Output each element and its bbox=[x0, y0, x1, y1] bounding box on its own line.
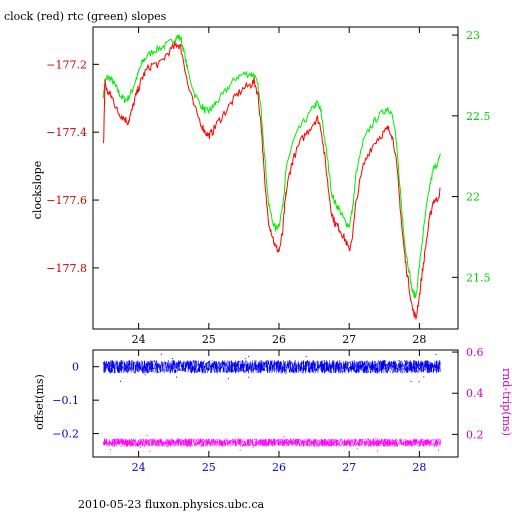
bottom-ytick-label: −0.2 bbox=[52, 428, 79, 441]
top-axes-group: 24 25 26 27 28 −177.2 −177.4 −177.6 −177.8 23 22.5… bbox=[46, 27, 491, 346]
rnd-trip-outlier-point bbox=[252, 446, 254, 448]
rnd-trip-outlier-point bbox=[155, 441, 156, 443]
top-plot-frame bbox=[92, 26, 459, 330]
rnd-trip-outlier-point bbox=[140, 446, 142, 448]
top-xtick-label: 27 bbox=[342, 333, 356, 346]
top-y2tick-label: 21.5 bbox=[466, 271, 491, 284]
offset-outlier-point bbox=[248, 355, 250, 357]
top-ytick-label: −177.4 bbox=[46, 126, 87, 139]
rnd-trip-band-path bbox=[103, 438, 441, 447]
rtc-series-line bbox=[103, 34, 441, 299]
rnd-trip-band bbox=[103, 434, 441, 452]
bottom-ylabel: offset(ms) bbox=[33, 374, 46, 430]
bottom-xtick-label: 24 bbox=[132, 461, 146, 474]
rnd-trip-outlier-point bbox=[438, 449, 439, 451]
offset-outlier-point bbox=[172, 358, 174, 359]
offset-outlier-point bbox=[228, 378, 229, 380]
top-ytick-label: −177.8 bbox=[46, 262, 87, 275]
rnd-trip-outlier-point bbox=[283, 445, 285, 446]
bottom-xtick-label: 28 bbox=[412, 461, 426, 474]
offset-outlier-point bbox=[418, 381, 420, 383]
offset-outlier-point bbox=[160, 353, 162, 355]
rnd-trip-outlier-point bbox=[280, 441, 282, 443]
top-xtick-label: 25 bbox=[202, 333, 216, 346]
bottom-y2tick-label: 0.2 bbox=[466, 428, 484, 441]
rnd-trip-outlier-point bbox=[146, 434, 148, 436]
offset-outlier-point bbox=[365, 366, 367, 368]
offset-outlier-point bbox=[290, 367, 291, 369]
rnd-trip-outlier-point bbox=[430, 440, 432, 442]
offset-outlier-point bbox=[144, 374, 146, 376]
offset-outlier-point bbox=[305, 368, 307, 370]
bottom-y2tick-label: 0.6 bbox=[466, 346, 484, 359]
offset-outlier-point bbox=[285, 373, 287, 375]
offset-outlier-point bbox=[435, 354, 437, 355]
clock-series-line bbox=[103, 40, 441, 320]
rnd-trip-outlier-point bbox=[271, 443, 273, 445]
offset-outlier-point bbox=[386, 364, 387, 366]
rnd-trip-outlier-point bbox=[205, 444, 207, 446]
offset-outlier-point bbox=[176, 376, 177, 378]
bottom-ytick-label: −0.1 bbox=[52, 394, 79, 407]
rnd-trip-outlier-point bbox=[149, 450, 151, 452]
bottom-axes-group: 24 25 26 27 28 0 −0.1 −0.2 0.6 0.4 0.2 bbox=[52, 346, 483, 474]
bottom-xtick-label: 25 bbox=[202, 461, 216, 474]
offset-outlier-point bbox=[399, 369, 400, 371]
offset-band-path bbox=[103, 360, 441, 374]
offset-outlier-point bbox=[128, 364, 130, 366]
rnd-trip-outlier-point bbox=[415, 444, 417, 446]
footer-text: 2010-05-23 fluxon.physics.ubc.ca bbox=[78, 498, 264, 511]
offset-outlier-point bbox=[362, 368, 364, 370]
rnd-trip-outlier-point bbox=[208, 439, 210, 441]
rnd-trip-outlier-point bbox=[377, 450, 378, 452]
top-xtick-label: 28 bbox=[412, 333, 426, 346]
bottom-y2tick-label: 0.4 bbox=[466, 387, 484, 400]
top-y2tick-label: 23 bbox=[466, 29, 480, 42]
rnd-trip-outlier-point bbox=[166, 446, 168, 448]
bottom-ytick-label: 0 bbox=[72, 361, 79, 374]
offset-outlier-point bbox=[305, 356, 307, 358]
bottom-series-group bbox=[103, 353, 441, 452]
offset-outlier-point bbox=[109, 371, 111, 373]
top-panel: 24 25 26 27 28 −177.2 −177.4 −177.6 −177.8 23 22.5… bbox=[31, 26, 491, 346]
offset-outlier-point bbox=[120, 380, 121, 382]
rnd-trip-outlier-point bbox=[356, 447, 358, 449]
chart-title: clock (red) rtc (green) slopes bbox=[4, 10, 167, 23]
top-y2tick-label: 22.5 bbox=[466, 110, 491, 123]
rnd-trip-outlier-point bbox=[375, 437, 377, 439]
rnd-trip-outlier-point bbox=[210, 443, 212, 445]
rnd-trip-outlier-point bbox=[239, 449, 241, 451]
top-xtick-label: 26 bbox=[272, 333, 286, 346]
offset-outlier-point bbox=[244, 358, 246, 360]
offset-band bbox=[103, 353, 441, 383]
bottom-xtick-label: 27 bbox=[342, 461, 356, 474]
rnd-trip-outlier-point bbox=[283, 436, 285, 438]
rnd-trip-outlier-point bbox=[405, 440, 407, 442]
top-ylabel: clockslope bbox=[31, 161, 44, 219]
offset-outlier-point bbox=[268, 360, 270, 362]
top-xtick-label: 24 bbox=[132, 333, 146, 346]
bottom-y2label: rnd-trip(ms) bbox=[500, 368, 512, 436]
rnd-trip-outlier-point bbox=[409, 443, 411, 445]
offset-outlier-point bbox=[423, 376, 425, 378]
rnd-trip-outlier-point bbox=[366, 438, 368, 440]
bottom-plot-frame bbox=[92, 349, 459, 458]
offset-outlier-point bbox=[185, 363, 187, 365]
offset-outlier-point bbox=[410, 380, 412, 382]
top-y2tick-label: 22 bbox=[466, 191, 480, 204]
rnd-trip-outlier-point bbox=[120, 446, 122, 447]
top-ytick-label: −177.2 bbox=[46, 58, 87, 71]
top-series-group bbox=[103, 34, 441, 320]
top-ytick-label: −177.6 bbox=[46, 194, 87, 207]
bottom-xtick-label: 26 bbox=[272, 461, 286, 474]
bottom-panel: 24 25 26 27 280−0.1−0.20.60.40.2 offset(ms) … bbox=[33, 346, 512, 474]
offset-outlier-point bbox=[248, 376, 250, 378]
rnd-trip-outlier-point bbox=[110, 449, 112, 451]
